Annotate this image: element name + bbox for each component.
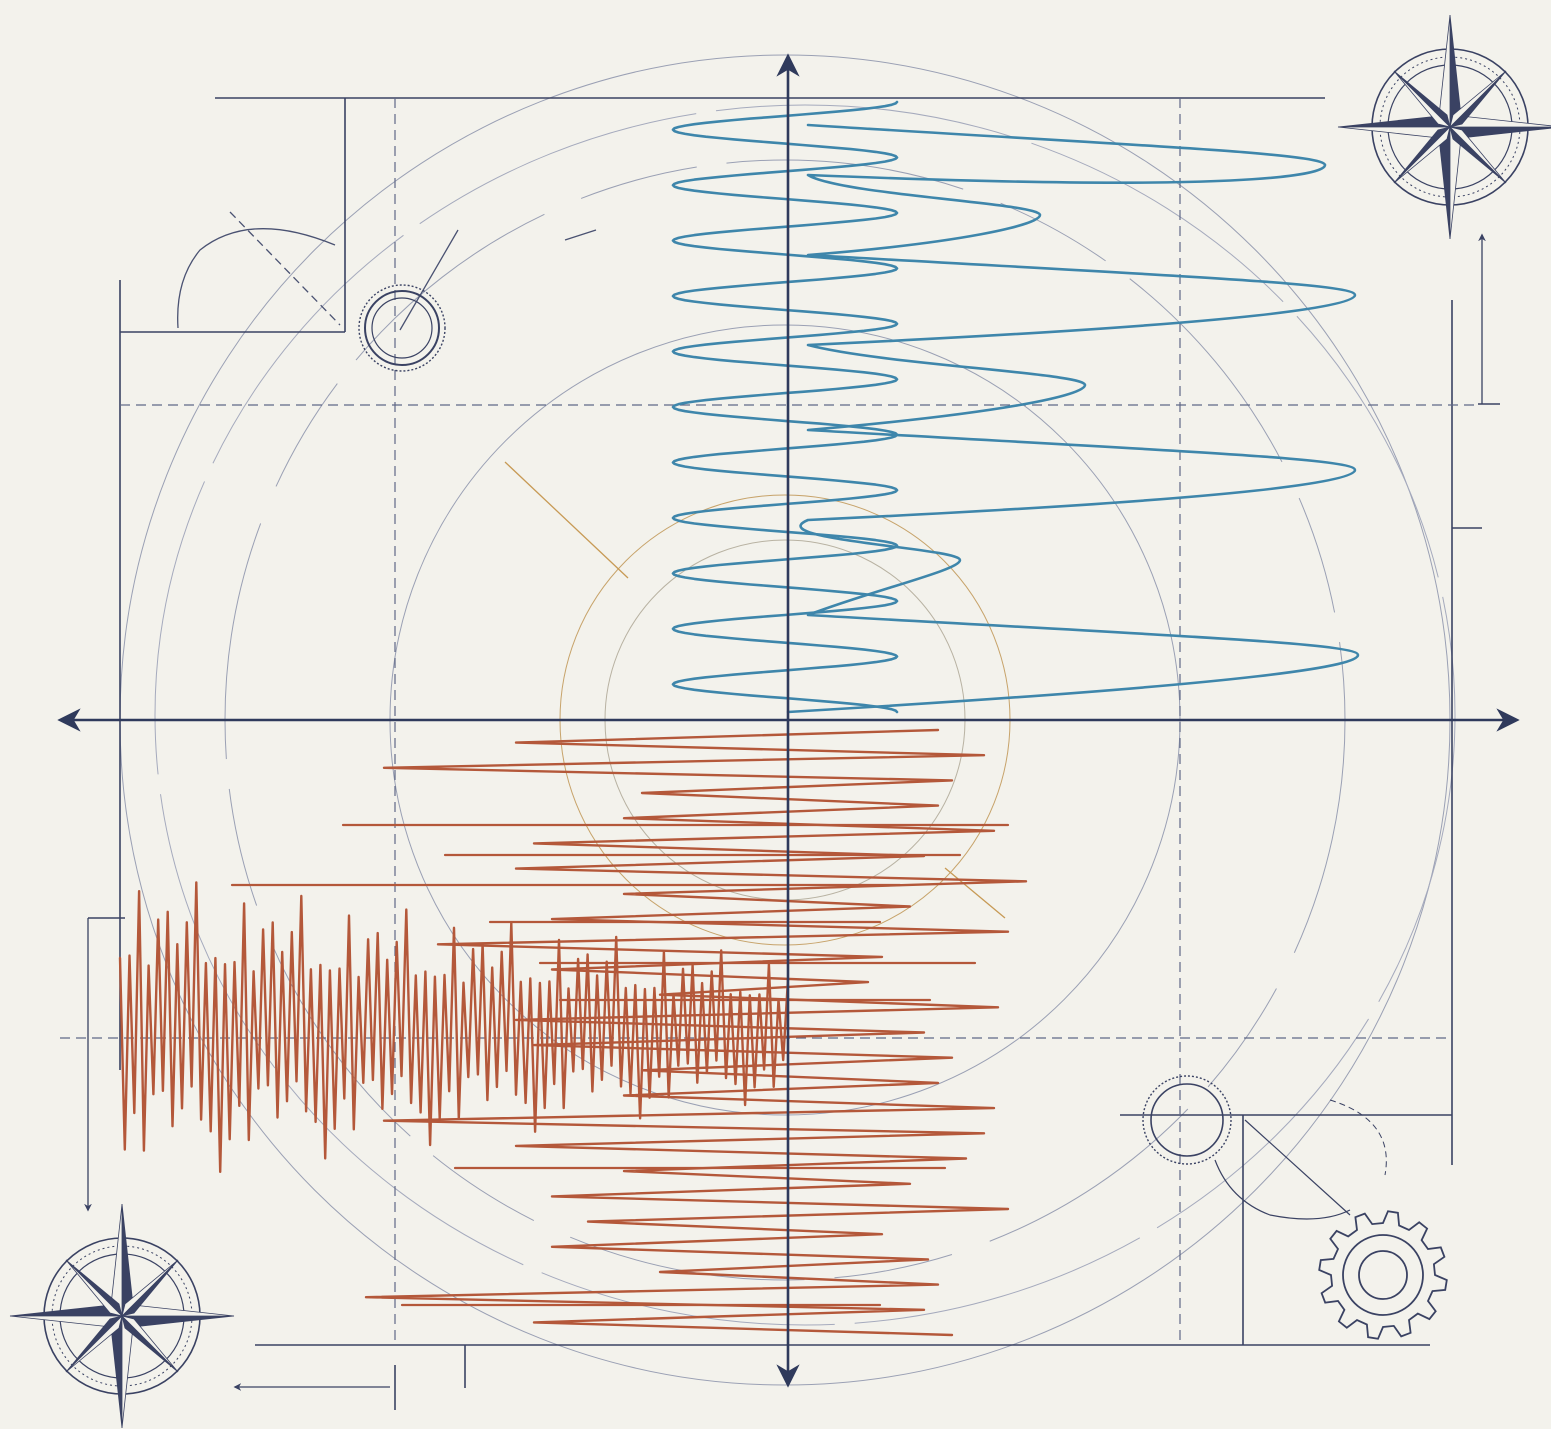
blue-spike-wave <box>786 123 1360 714</box>
blue-coil-wave <box>671 100 899 714</box>
angle-arc-sketch <box>177 211 597 331</box>
bearing-ring-icon <box>358 284 446 372</box>
dimension-arrows <box>84 233 1486 1391</box>
tangent-lines <box>504 461 1006 919</box>
bearing-ring-icon <box>1142 1075 1387 1220</box>
orange-stem-lines <box>230 823 1010 1307</box>
gear-icon <box>1318 1210 1448 1340</box>
wave-layer <box>118 100 1360 1337</box>
blueprint-frame <box>88 97 1500 1410</box>
coordinate-axes <box>57 53 1520 1388</box>
orange-oscillation-wave <box>364 728 1028 1337</box>
orange-zigzag-wave <box>118 881 790 1173</box>
